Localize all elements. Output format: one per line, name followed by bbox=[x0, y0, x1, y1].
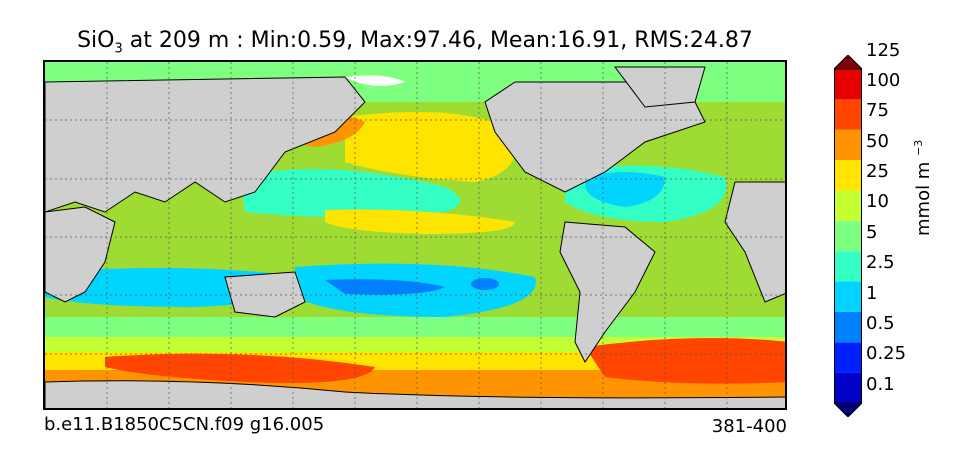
colorbar-bin bbox=[834, 160, 862, 191]
colorbar-extend-max bbox=[834, 55, 862, 70]
colorbar-tick-label: 0.25 bbox=[866, 343, 907, 365]
colorbar-tick-label: 10 bbox=[866, 191, 889, 213]
colorbar-bin bbox=[834, 251, 862, 282]
sea-ice-patch bbox=[345, 75, 405, 86]
graticule bbox=[45, 62, 785, 408]
south-pacific-core-east bbox=[471, 278, 499, 290]
antarctica bbox=[45, 380, 785, 408]
plot-title: SiO3 at 209 m : Min:0.59, Max:97.46, Mea… bbox=[77, 28, 753, 57]
colorbar-bin bbox=[834, 372, 862, 403]
eurasia bbox=[45, 76, 366, 213]
colorbar-tick-label: 0.1 bbox=[866, 373, 895, 395]
colorbar-tick-label: 125 bbox=[866, 39, 901, 61]
colorbar-tick-label: 1 bbox=[866, 282, 878, 304]
colorbar-bin bbox=[834, 190, 862, 221]
colorbar-unit-label: mmol m −3 bbox=[912, 139, 934, 236]
north-pacific-gyre bbox=[240, 169, 460, 217]
colorbar-bin bbox=[834, 69, 862, 100]
colorbar-bin bbox=[834, 129, 862, 161]
colorbar-bin bbox=[834, 311, 862, 343]
colorbar-bin bbox=[834, 342, 862, 373]
africa-east bbox=[45, 206, 116, 303]
southern-band-red-west bbox=[105, 353, 375, 383]
north-atlantic-cyan bbox=[585, 172, 665, 207]
southern-band-green bbox=[45, 317, 785, 337]
colorbar-tick-label: 5 bbox=[866, 221, 878, 243]
colorbar bbox=[834, 55, 862, 417]
years-label: 381-400 bbox=[711, 416, 787, 437]
north-pacific-yellow bbox=[345, 112, 517, 182]
africa-west bbox=[724, 181, 785, 303]
colorbar-bin bbox=[834, 99, 862, 130]
case-name-label: b.e11.B1850C5CN.f09 g16.005 bbox=[44, 414, 325, 435]
southern-band-red-east bbox=[585, 338, 785, 384]
colorbar-tick-label: 100 bbox=[866, 70, 901, 91]
land-masses bbox=[45, 66, 785, 408]
australia bbox=[224, 271, 306, 318]
equatorial-pacific-yellow bbox=[325, 209, 515, 234]
colorbar-extend-min bbox=[834, 402, 862, 417]
colorbar-tick-label: 0.5 bbox=[866, 312, 895, 334]
colorbar-tick-label: 75 bbox=[866, 100, 889, 122]
world-map bbox=[45, 62, 785, 408]
colorbar-tick-label: 50 bbox=[866, 130, 889, 152]
colorbar-bin bbox=[834, 281, 862, 312]
colorbar-tick-label: 2.5 bbox=[866, 252, 895, 274]
south-america bbox=[559, 221, 656, 363]
colorbar-tick-label: 25 bbox=[866, 161, 889, 183]
map-panel bbox=[43, 60, 787, 410]
colorbar-bin bbox=[834, 220, 862, 252]
greenland bbox=[614, 66, 706, 108]
